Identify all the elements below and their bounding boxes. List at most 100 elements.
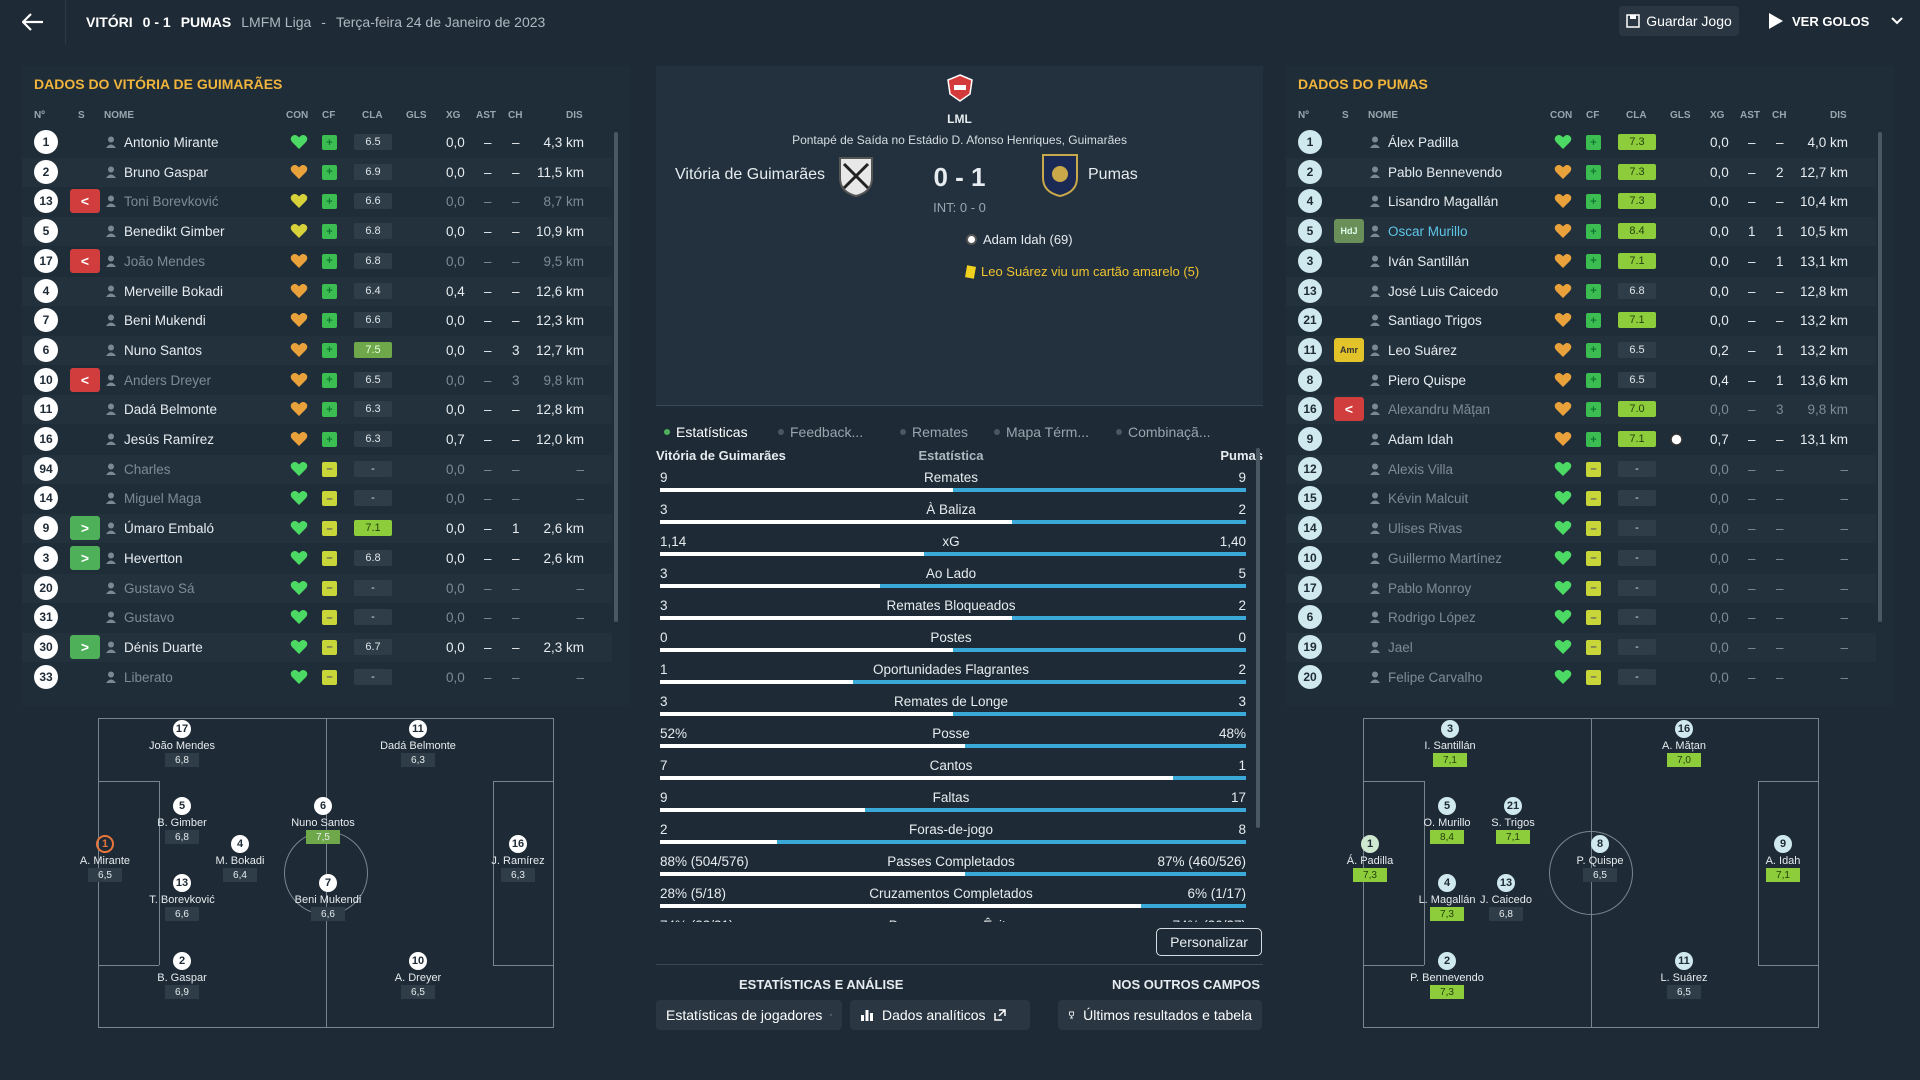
col-con[interactable]: CON [1550,110,1573,121]
player-row[interactable]: 33 Liberato – - 0,0 – – – [22,663,612,692]
player-row[interactable]: 16 Jesús Ramírez +6.3 0,7– –12,0 km [22,425,612,454]
formation-player[interactable]: 2 B. Gaspar 6,9 [137,952,227,999]
col-num[interactable]: Nº [1298,110,1309,121]
player-row[interactable]: 17 < João Mendes +6.8 0,0 – – 9,5 km [22,247,612,276]
player-name[interactable]: Santiago Trigos [1388,313,1482,329]
tab-combinations[interactable]: Combinaçã... [1116,424,1210,440]
player-name[interactable]: Nuno Santos [124,342,203,358]
player-name[interactable]: Gustavo [124,610,175,626]
player-row[interactable]: 20 Felipe Carvalho – - 0,0 – – – [1286,663,1876,692]
player-name[interactable]: Toni Borevković [124,194,219,210]
player-row[interactable]: 11 Amr Leo Suárez +6.5 0,2 – 1 13,2 km [1286,335,1876,365]
player-row[interactable]: 21 Santiago Trigos +7.1 0,0– –13,2 km [1286,306,1876,335]
col-ast[interactable]: AST [476,110,496,121]
player-name[interactable]: Álex Padilla [1388,135,1459,150]
player-row[interactable]: 6 Nuno Santos +7.5 0,0 – 3 12,7 km [22,335,612,365]
player-row[interactable]: 8 Piero Quispe +6.5 0,4 – 1 13,6 km [1286,366,1876,395]
formation-player[interactable]: 9 A. Idah 7,1 [1738,835,1828,882]
formation-player[interactable]: 11 L. Suárez 6,5 [1639,952,1729,999]
col-ch[interactable]: CH [508,110,523,121]
formation-player[interactable]: 1 A. Mirante 6,5 [60,835,150,882]
home-team-name[interactable]: Vitória de Guimarães [675,166,825,183]
col-cf[interactable]: CF [1586,110,1600,121]
player-row[interactable]: 9 Adam Idah +7.1 0,7– –13,1 km [1286,425,1876,454]
formation-player[interactable]: 5 O. Murillo 8,4 [1402,797,1492,844]
col-s[interactable]: S [1342,110,1349,121]
col-gls[interactable]: GLS [406,110,427,121]
player-row[interactable]: 7 Beni Mukendi +6.6 0,0– –12,3 km [22,306,612,335]
player-row[interactable]: 10 < Anders Dreyer +6.5 0,0 – 3 9,8 km [22,366,612,395]
player-row[interactable]: 14 Miguel Maga – - 0,0 – – – [22,484,612,513]
analytics-button[interactable]: Dados analíticos [850,1000,1030,1030]
player-name[interactable]: Hevertton [124,550,183,566]
player-name[interactable]: Jesús Ramírez [124,432,215,447]
player-row[interactable]: 2 Bruno Gaspar +6.9 0,0– –11,5 km [22,157,612,187]
away-crest-icon[interactable] [1040,152,1080,198]
player-row[interactable]: 1 Antonio Mirante +6.5 0,0 – – 4,3 km [22,128,612,157]
player-row[interactable]: 6 Rodrigo López – - 0,0 – – – [1286,603,1876,632]
player-name[interactable]: Ulises Rivas [1388,521,1463,537]
player-name[interactable]: Oscar Murillo [1388,224,1468,240]
col-dis[interactable]: DIS [1830,110,1847,121]
formation-player[interactable]: 3 I. Santillán 7,1 [1405,720,1495,767]
player-row[interactable]: 20 Gustavo Sá – - 0,0 – – – [22,573,612,603]
formation-player[interactable]: 2 P. Bennevendo 7,3 [1402,952,1492,999]
player-row[interactable]: 19 Jael – - 0,0 – – – [1286,632,1876,662]
player-row[interactable]: 3 > Hevertton – 6.8 0,0 – – 2,6 km [22,544,612,573]
formation-player[interactable]: 7 Beni Mukendi 6,6 [283,874,373,921]
player-name[interactable]: Merveille Bokadi [124,283,224,299]
player-row[interactable]: 31 Gustavo – - 0,0 – – – [22,603,612,632]
player-row[interactable]: 11 Dadá Belmonte +6.3 0,0– –12,8 km [22,395,612,425]
away-team-name[interactable]: Pumas [1088,166,1138,183]
player-name[interactable]: Charles [124,461,171,477]
player-row[interactable]: 1 Álex Padilla +7.3 0,0 – – 4,0 km [1286,128,1876,157]
player-name[interactable]: Kévin Malcuit [1388,491,1469,507]
tab-heatmap[interactable]: Mapa Térm... [994,424,1089,440]
formation-player[interactable]: 8 P. Quispe 6,5 [1555,835,1645,882]
player-row[interactable]: 10 Guillermo Martínez – - 0,0 – – – [1286,544,1876,573]
player-row[interactable]: 15 Kévin Malcuit – - 0,0 – – – [1286,484,1876,513]
player-name[interactable]: Alexis Villa [1388,461,1454,477]
formation-player[interactable]: 6 Nuno Santos 7,5 [278,797,368,844]
player-row[interactable]: 94 Charles – - 0,0 – – – [22,454,612,484]
col-gls[interactable]: GLS [1670,110,1691,121]
player-name[interactable]: Felipe Carvalho [1388,669,1483,685]
player-name[interactable]: Beni Mukendi [124,313,206,329]
player-row[interactable]: 16 < Alexandru Mățan +7.0 0,0 – 3 9,8 km [1286,395,1876,425]
stats-scrollbar[interactable] [1256,448,1260,828]
chevron-down-icon[interactable] [1891,17,1904,25]
col-cla[interactable]: CLA [362,110,383,121]
formation-player[interactable]: 21 S. Trigos 7,1 [1468,797,1558,844]
col-dis[interactable]: DIS [566,110,583,121]
col-name[interactable]: NOME [1368,110,1398,121]
home-crest-icon[interactable] [836,154,876,198]
formation-player[interactable]: 5 B. Gimber 6,8 [137,797,227,844]
tab-feedback[interactable]: Feedback... [778,424,863,440]
formation-player[interactable]: 16 J. Ramírez 6,3 [473,835,563,882]
player-row[interactable]: 17 Pablo Monroy – - 0,0 – – – [1286,573,1876,603]
formation-player[interactable]: 13 T. Borevković 6,6 [137,874,227,921]
customize-button[interactable]: Personalizar [1156,928,1262,956]
player-name[interactable]: Liberato [124,669,173,685]
player-row[interactable]: 4 Merveille Bokadi +6.4 0,4– –12,6 km [22,276,612,306]
col-name[interactable]: NOME [104,110,134,121]
col-xg[interactable]: XG [446,110,461,121]
player-row[interactable]: 2 Pablo Bennevendo +7.3 0,0 – 2 12,7 km [1286,157,1876,187]
player-name[interactable]: Úmaro Embaló [124,521,215,537]
player-row[interactable]: 30 > Dénis Duarte – 6.7 0,0 – – 2,3 km [22,632,612,662]
player-row[interactable]: 12 Alexis Villa – - 0,0 – – – [1286,454,1876,484]
formation-player[interactable]: 11 Dadá Belmonte 6,3 [373,720,463,767]
player-name[interactable]: Leo Suárez [1388,342,1458,358]
col-cf[interactable]: CF [322,110,336,121]
col-ch[interactable]: CH [1772,110,1787,121]
player-name[interactable]: Lisandro Magallán [1388,194,1499,210]
header-league[interactable]: LMFM Liga [241,14,312,30]
player-name[interactable]: Iván Santillán [1388,253,1470,269]
player-name[interactable]: Adam Idah [1388,432,1454,447]
player-name[interactable]: Pablo Bennevendo [1388,164,1503,180]
player-name[interactable]: Jael [1388,639,1413,655]
player-name[interactable]: Piero Quispe [1388,372,1467,388]
col-num[interactable]: Nº [34,110,45,121]
formation-player[interactable]: 17 João Mendes 6,8 [137,720,227,767]
player-name[interactable]: José Luis Caicedo [1388,283,1499,299]
